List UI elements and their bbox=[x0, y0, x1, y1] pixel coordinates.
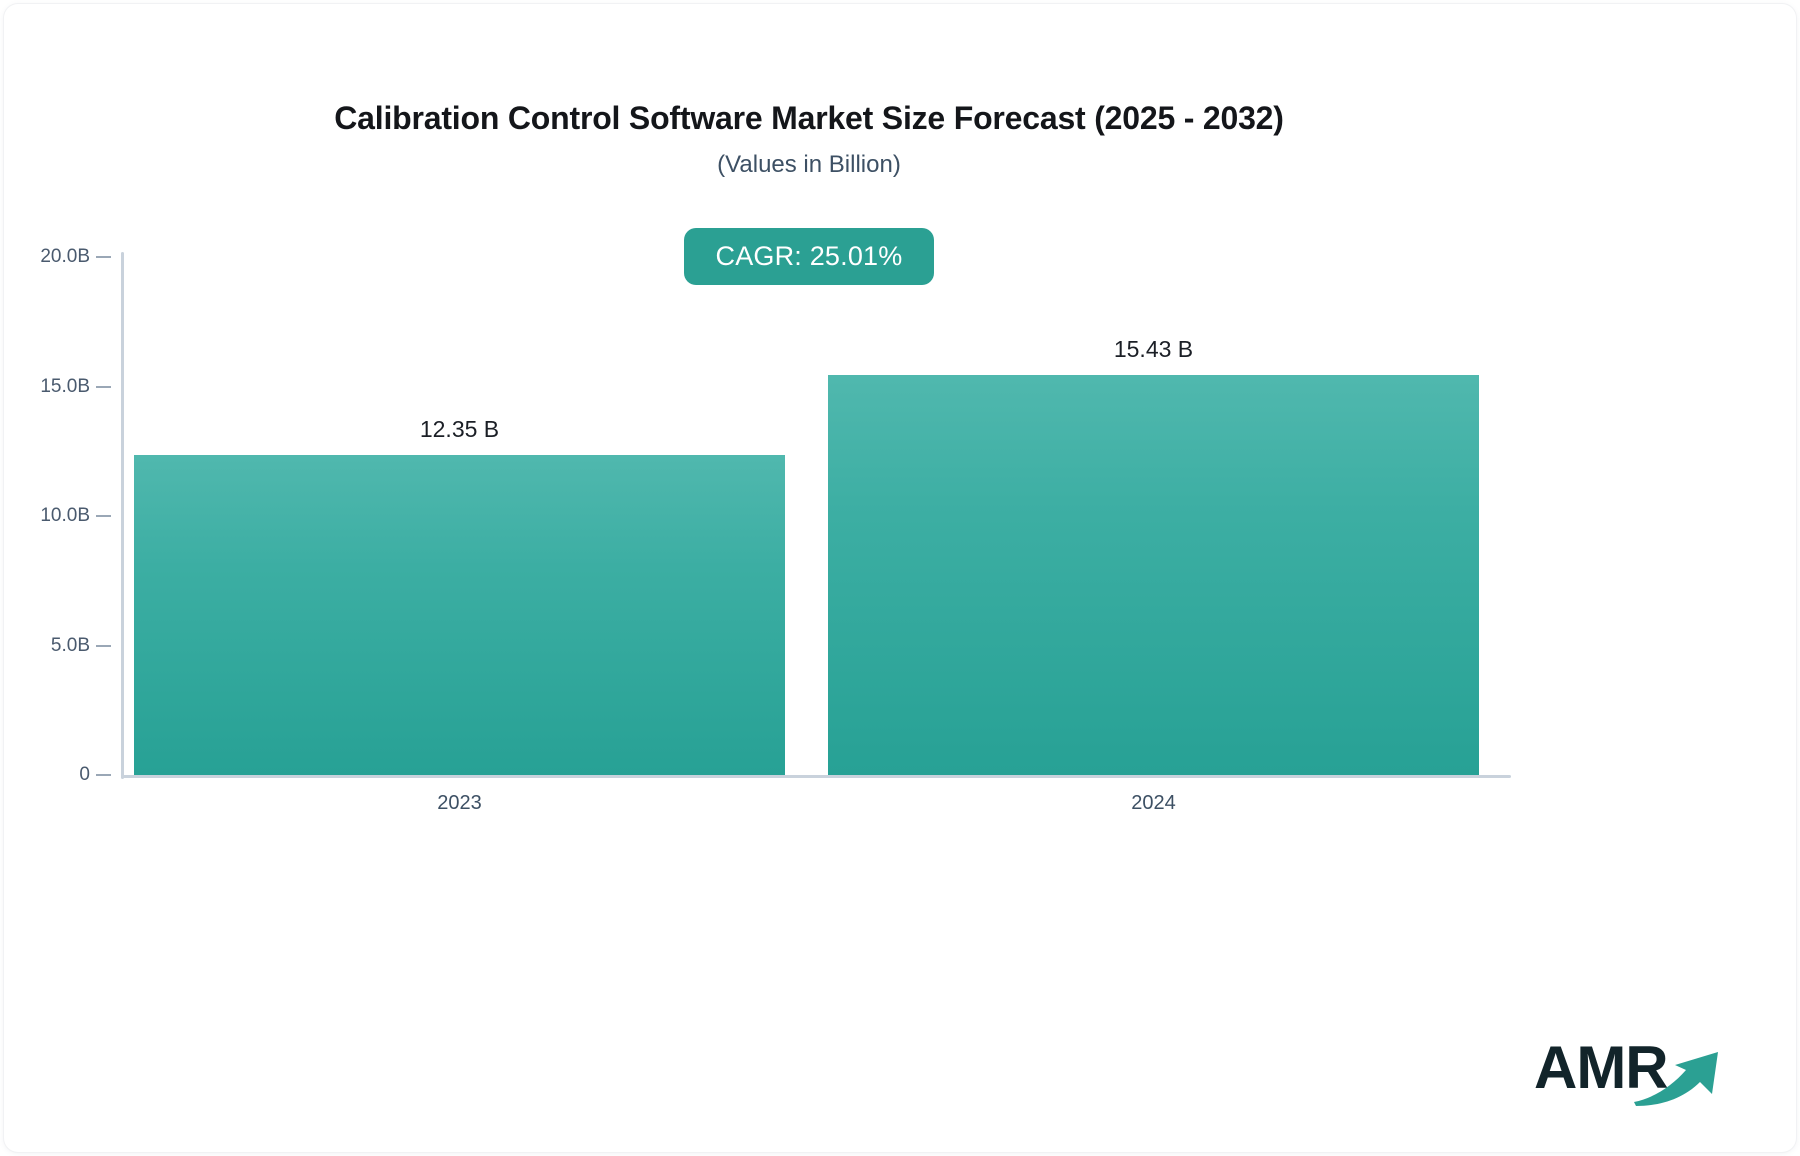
x-axis-line bbox=[121, 775, 1511, 778]
y-axis-tick-mark bbox=[96, 774, 111, 776]
y-axis-tick-mark bbox=[96, 385, 111, 388]
y-axis-line bbox=[121, 252, 124, 779]
growth-arrow-icon bbox=[1634, 1052, 1718, 1106]
page-title: Calibration Control Software Market Size… bbox=[334, 100, 1284, 136]
bar[interactable] bbox=[134, 455, 785, 775]
y-axis-tick-label: 10.0B bbox=[40, 505, 90, 526]
plot-area: 0 5.0B 10.0B 15.0B 20.0B 12.35 B 15.43 B 2023… bbox=[4, 4, 1796, 1152]
bar-value-label: 12.35 B bbox=[419, 416, 500, 443]
y-axis-tick-label: 15.0B bbox=[40, 375, 90, 397]
cagr-badge: CAGR: 25.01% bbox=[684, 228, 934, 285]
y-axis-tick-mark bbox=[96, 256, 111, 258]
cagr-badge-label: CAGR: 25.01% bbox=[715, 241, 903, 271]
y-axis-tick-label: 0 bbox=[79, 764, 90, 785]
y-axis-tick-label: 20.0B bbox=[40, 246, 90, 267]
chart-subtitle: (Values in Billion) bbox=[717, 151, 901, 178]
y-axis-tick-label: 5.0B bbox=[50, 634, 90, 656]
y-axis-tick-mark bbox=[96, 644, 111, 647]
amr-logo: AMR bbox=[1534, 1034, 1724, 1109]
bar[interactable] bbox=[828, 375, 1479, 775]
chart-card: Calibration Control Software Market Size… bbox=[4, 4, 1796, 1152]
y-axis-tick-mark bbox=[96, 515, 111, 517]
x-axis-tick-label: 2024 bbox=[1131, 792, 1176, 814]
amr-logo-text: AMR bbox=[1534, 1034, 1669, 1101]
bar-value-label: 15.43 B bbox=[1113, 336, 1194, 363]
x-axis-tick-label: 2023 bbox=[437, 792, 482, 814]
